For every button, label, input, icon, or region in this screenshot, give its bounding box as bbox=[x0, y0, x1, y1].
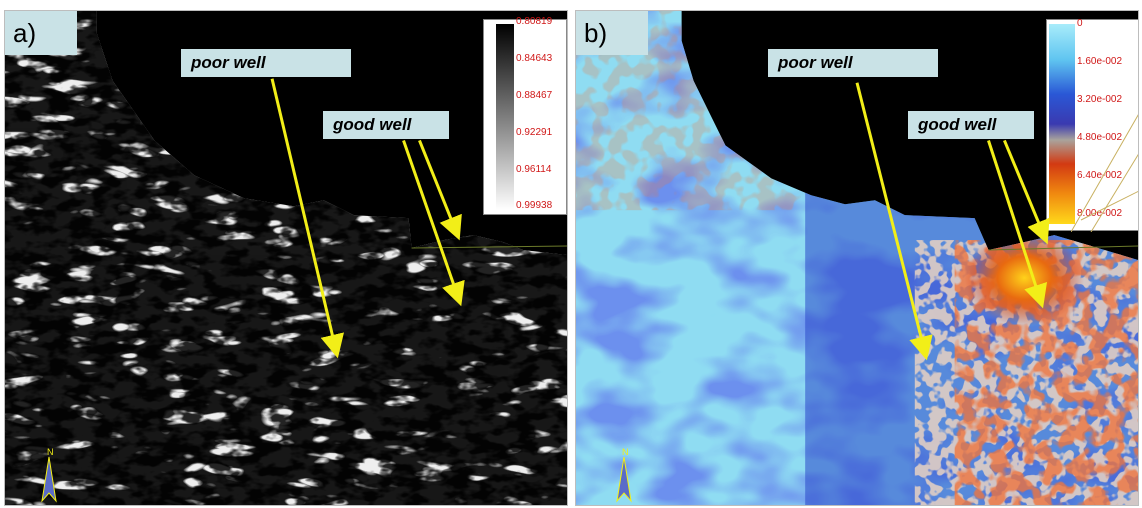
panel-a-label: a) bbox=[5, 11, 77, 55]
colorbar-tick: 0.99938 bbox=[516, 200, 553, 211]
colorbar-tick: 4.80e-002 bbox=[1077, 132, 1123, 143]
colorbar-tick: 8.00e-002 bbox=[1077, 208, 1123, 219]
colorbar-tick: 0.88467 bbox=[516, 90, 553, 101]
panel-b-attribute-map: b) poor well good well 0 1.60e-002 3.20e… bbox=[575, 10, 1139, 506]
good-well-callout: good well bbox=[323, 111, 449, 139]
north-label: N bbox=[622, 447, 629, 457]
north-arrow-icon: N bbox=[616, 447, 632, 503]
north-label: N bbox=[47, 447, 54, 457]
colorbar-tick: 0.80819 bbox=[516, 16, 553, 27]
colorbar-tick: 0.84643 bbox=[516, 53, 553, 64]
poor-well-callout: poor well bbox=[768, 49, 938, 77]
panel-a-colorbar: 0.80819 0.84643 0.88467 0.92291 0.96114 … bbox=[483, 16, 567, 215]
panel-a-coherence-map: a) poor well good well 0.80819 0.84643 0… bbox=[4, 10, 568, 506]
good-well-callout: good well bbox=[908, 111, 1034, 139]
poor-well-callout: poor well bbox=[181, 49, 351, 77]
north-arrow-icon: N bbox=[41, 447, 57, 503]
panel-b-colorbar: 0 1.60e-002 3.20e-002 4.80e-002 6.40e-00… bbox=[1046, 18, 1138, 232]
colorbar-tick: 3.20e-002 bbox=[1077, 94, 1123, 105]
colorbar-tick: 0.96114 bbox=[516, 164, 552, 175]
overlay-grid-lines bbox=[1071, 114, 1138, 232]
panel-b-label: b) bbox=[576, 11, 648, 55]
colorbar-tick: 0.92291 bbox=[516, 127, 553, 138]
grayscale-ramp bbox=[496, 24, 514, 210]
colorbar-tick: 1.60e-002 bbox=[1077, 56, 1123, 67]
colorbar-tick: 6.40e-002 bbox=[1077, 170, 1123, 181]
color-ramp bbox=[1049, 24, 1075, 224]
colorbar-tick: 0 bbox=[1077, 18, 1083, 29]
